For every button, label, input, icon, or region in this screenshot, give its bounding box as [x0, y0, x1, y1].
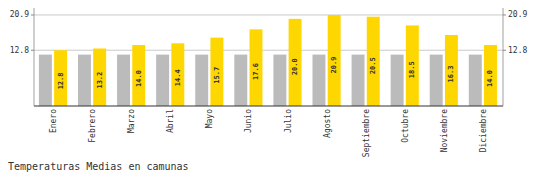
y-tick-label: 20.9: [10, 10, 29, 19]
bar: [312, 55, 325, 106]
x-tick-label: Enero: [49, 109, 58, 133]
bar: [352, 55, 365, 106]
bar: [469, 55, 482, 106]
y2-tick-label: 12.8: [508, 46, 527, 55]
y2-tick: [503, 50, 506, 51]
bar: [195, 55, 208, 106]
bar: [484, 45, 497, 106]
bar: [210, 38, 223, 106]
y-tick-label: 12.8: [10, 46, 29, 55]
y-tick: [31, 50, 34, 51]
bar: [156, 55, 169, 106]
data-labels: 12.8 13.2 14.0 14.4 15.7 17.6 20.0 20.9 20.5 18.5…: [57, 57, 495, 90]
chart: 12.8 13.2 14.0 14.4 15.7 17.6 20.0 20.9 20.5 18.5…: [0, 0, 537, 174]
bar: [93, 49, 106, 106]
bar: [430, 55, 443, 106]
bar: [54, 50, 67, 106]
data-label: 12.8: [57, 72, 65, 89]
bar: [391, 55, 404, 106]
x-axis-line: [34, 106, 503, 107]
data-label: 15.7: [213, 67, 221, 84]
x-tick-label: Junio: [244, 109, 253, 133]
y2-axis: 12.8 20.9: [503, 10, 527, 54]
x-tick-label: Septiembre: [362, 109, 371, 157]
bar: [78, 55, 91, 106]
data-label: 20.5: [369, 57, 377, 74]
y2-tick-label: 20.9: [508, 10, 527, 19]
title: Temperaturas Medias en camunas: [8, 161, 189, 172]
x-tick-label: Marzo: [127, 109, 136, 133]
data-label: 13.2: [96, 72, 104, 89]
grid-line: [34, 14, 503, 15]
y2-tick: [503, 14, 506, 15]
bar: [132, 45, 145, 106]
data-label: 14.0: [135, 70, 143, 87]
data-label: 17.6: [252, 63, 260, 80]
bar: [117, 55, 130, 106]
y2-axis-line: [503, 8, 504, 106]
x-tick-label: Febrero: [88, 109, 97, 143]
data-label: 20.9: [330, 57, 338, 74]
data-label: 20.0: [291, 58, 299, 75]
data-label: 14.4: [174, 69, 182, 86]
bar: [406, 25, 419, 106]
bar: [367, 17, 380, 106]
x-tick-label: Diciembre: [479, 109, 488, 153]
grid: [34, 15, 503, 50]
y-tick: [31, 14, 34, 15]
y-axis: 12.8 20.9: [10, 10, 34, 54]
x-tick-label: Abril: [166, 109, 175, 133]
x-tick-label: Julio: [284, 109, 293, 133]
bar: [250, 29, 263, 106]
bar: [171, 43, 184, 106]
data-label: 14.0: [486, 70, 494, 87]
bar: [39, 55, 52, 106]
bar: [234, 55, 247, 106]
x-tick-label: Octubre: [401, 109, 410, 143]
x-tick-label: Noviembre: [440, 109, 449, 153]
x-tick-label: Mayo: [205, 109, 214, 128]
data-label: 16.3: [447, 66, 455, 83]
data-label: 18.5: [408, 61, 416, 78]
x-tick-label: Agosto: [323, 109, 332, 138]
bar: [328, 15, 341, 106]
bar: [273, 55, 286, 106]
y-axis-line: [34, 8, 35, 106]
bars: [39, 15, 497, 106]
bar: [445, 35, 458, 106]
x-axis: Enero Febrero Marzo Abril Mayo Junio Julio Agos…: [49, 109, 488, 157]
bar: [289, 19, 302, 106]
